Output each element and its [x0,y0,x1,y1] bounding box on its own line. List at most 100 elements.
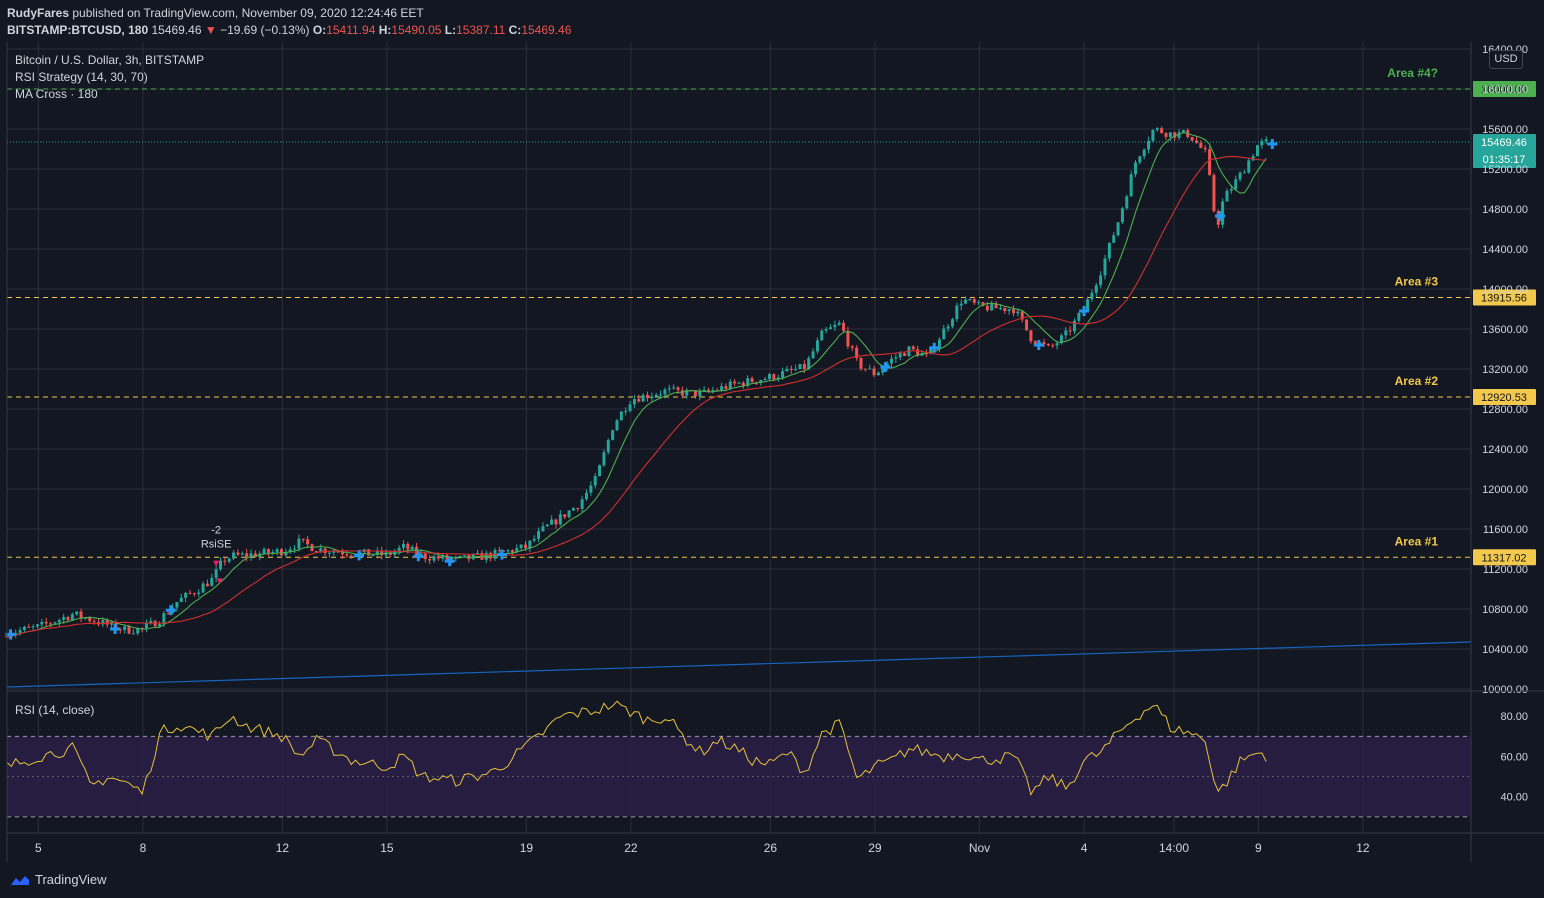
level-price-box [1473,549,1536,566]
buy-signal-icon [880,362,891,372]
legend-ma[interactable]: MA Cross · 180 [15,87,98,101]
rsi-layer: 40.00 60.00 80.00 [6,700,1528,818]
candle-body [201,583,205,593]
candle-body [942,328,946,340]
legend-strategy[interactable]: RSI Strategy (14, 30, 70) [15,70,148,84]
currency-button[interactable]: USD [1489,50,1523,69]
candle-body [567,510,571,518]
candle-body [737,382,741,384]
rsi-tick-label: 60.00 [1500,751,1528,763]
candle-body [685,389,689,396]
ma-fast-line [6,132,1267,639]
legend-rsi[interactable]: RSI (14, close) [15,703,95,717]
sell-signal-label: RsiSE [201,539,232,551]
candle-body [1086,299,1090,311]
candle-body [428,559,432,561]
candle-body [197,592,201,594]
candle-body [576,508,580,510]
candle-body [1260,140,1264,146]
candle-body [397,547,401,552]
candle-body [1134,162,1137,175]
candle-body [118,629,122,631]
candle-body [1177,132,1181,138]
candle-body [833,324,837,328]
candle-body [785,368,789,372]
candle-body [36,624,39,627]
candle-body [1003,307,1007,312]
candle-body [964,299,968,304]
candle-body [1160,128,1164,133]
candle-body [754,382,758,384]
candle-body [545,524,549,527]
candle-body [70,614,74,620]
candle-body [646,394,649,399]
candle-body [968,299,972,301]
candle-body [720,386,724,391]
candle-body [1103,258,1107,276]
candles-layer [5,126,1268,640]
candle-body [367,549,371,556]
footer: TradingView [0,864,1544,898]
x-tick-label: 8 [140,841,147,855]
candle-body [449,558,453,560]
symbol-label[interactable]: BITSTAMP:BTCUSD, 180 [7,23,149,37]
legend-title[interactable]: Bitcoin / U.S. Dollar, 3h, BITSTAMP [15,53,205,67]
candle-body [1168,132,1172,137]
sell-signal-icon [216,578,223,585]
moving-averages-layer [6,132,1267,639]
candle-body [506,550,510,552]
candle-body [1164,132,1168,137]
candle-body [236,552,240,555]
candle-body [550,519,554,525]
candle-body [497,550,501,552]
level-price-label: 13915.56 [1481,292,1527,304]
candle-body [327,552,331,554]
candle-body [406,543,410,550]
buy-signal-v [1037,340,1041,350]
candle-body [1216,211,1220,225]
candle-body [463,555,466,557]
candle-body [585,492,588,500]
candle-body [598,465,602,477]
rsi-tick-label: 80.00 [1500,711,1528,723]
candle-body [1129,174,1133,197]
candle-body [650,396,654,399]
candle-body [1190,137,1194,141]
candle-body [1107,242,1111,259]
candle-body [66,617,70,620]
candle-body [105,620,109,625]
candle-body [1195,140,1198,143]
candle-body [829,327,832,330]
candle-body [1120,208,1124,223]
candle-body [680,390,684,396]
candle-body [319,548,323,553]
price-change: −19.69 (−0.13%) [220,23,310,37]
candle-body [672,387,676,389]
candle-body [1251,156,1255,161]
open-value: 15411.94 [326,23,376,37]
candle-body [502,550,506,552]
candle-body [1242,172,1246,174]
candle-body [22,626,26,631]
candle-body [580,499,584,509]
candle-body [916,349,920,356]
ma-slow-line [6,155,1267,639]
candle-body [676,387,680,391]
buy-signal-icon [496,549,507,560]
author-name[interactable]: RudyFares [7,6,70,20]
candle-body [136,628,140,634]
candle-body [606,440,610,453]
candle-body [768,374,771,379]
candle-body [929,347,933,354]
candle-body [1116,222,1120,236]
candle-body [937,339,941,349]
candle-body [227,558,231,562]
tradingview-logo[interactable]: TradingView [8,872,107,887]
candle-body [558,514,562,525]
candle-body [205,583,209,587]
candle-body [876,372,880,376]
y-tick-label: 15600.00 [1482,124,1528,136]
buy-signal-icon [1033,340,1044,350]
candle-body [1094,285,1098,293]
